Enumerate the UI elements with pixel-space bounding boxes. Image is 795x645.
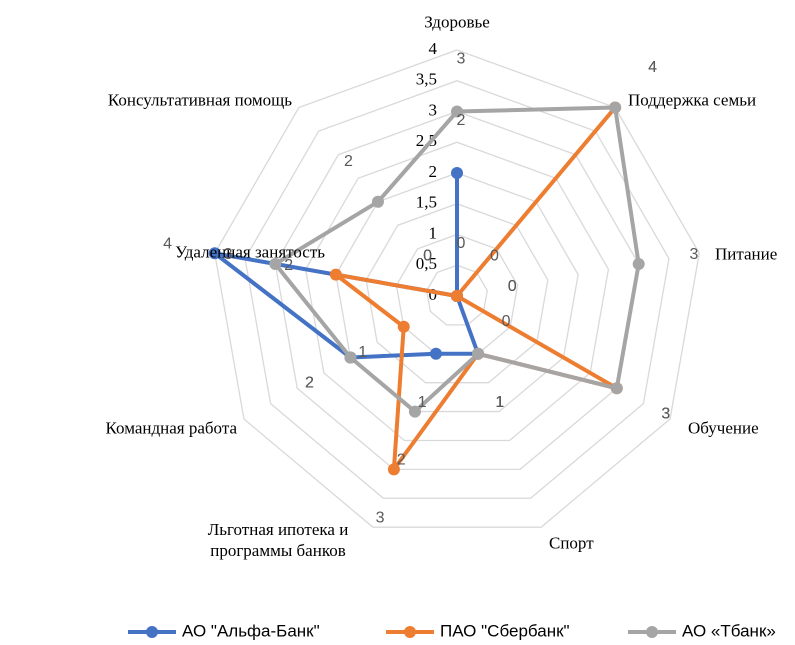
legend-label: АО "Альфа-Банк" <box>182 621 320 640</box>
data-label: 2 <box>284 257 293 274</box>
data-label: 1 <box>358 344 367 361</box>
grid-ring <box>304 141 610 442</box>
data-label: 2 <box>344 153 353 170</box>
series-marker <box>329 268 342 281</box>
category-label: Удаленная занятость <box>175 242 325 262</box>
data-label: 0 <box>508 278 517 295</box>
r-tick-label: 2,5 <box>416 131 437 150</box>
data-label: 0 <box>502 313 511 330</box>
data-label: 3 <box>457 51 466 68</box>
grid-ring <box>244 80 670 499</box>
series-marker <box>609 101 622 114</box>
category-label: Спорт <box>549 533 594 553</box>
series-marker <box>429 347 442 360</box>
data-label: 3 <box>661 405 670 422</box>
data-label: 2 <box>305 375 314 392</box>
series-line <box>273 105 641 414</box>
legend-label: АО «Тбанк» <box>682 621 776 640</box>
legend-marker <box>404 626 416 638</box>
grid-ring <box>274 110 640 471</box>
data-label: 2 <box>397 452 406 469</box>
data-label: 0 <box>490 247 499 264</box>
data-label: 3 <box>661 405 670 422</box>
data-label: 4 <box>163 235 172 252</box>
grid-ring <box>214 49 700 528</box>
data-label: 1 <box>495 394 504 411</box>
grid-ring <box>426 264 488 326</box>
category-label: Поддержка семьи <box>628 90 757 110</box>
category-label: Здоровье <box>424 12 490 32</box>
data-label: 4 <box>648 59 657 76</box>
data-label: 3 <box>376 509 385 526</box>
series-marker <box>208 247 221 260</box>
series-marker <box>451 105 463 118</box>
series-line <box>333 105 619 472</box>
series-marker <box>387 463 400 476</box>
series-line <box>212 171 481 360</box>
category-label: Консультативная помощь <box>107 90 292 110</box>
category-label: Льготная ипотека и программы банков <box>207 520 349 560</box>
category-label: Обучение <box>688 418 759 438</box>
data-label: 2 <box>305 375 314 392</box>
r-tick-label: 0,5 <box>416 254 437 273</box>
series-marker <box>408 405 421 418</box>
data-label: 3 <box>689 246 698 263</box>
r-tick-label: 2 <box>429 162 438 181</box>
legend-label: ПАО "Сбербанк" <box>440 621 570 640</box>
category-label: Командная работа <box>105 418 237 438</box>
series-marker <box>344 351 357 364</box>
r-tick-label: 4 <box>429 39 438 58</box>
grid-ring <box>335 172 579 413</box>
series-marker <box>371 195 384 208</box>
data-label: 2 <box>457 112 466 129</box>
r-tick-label: 1 <box>429 223 438 242</box>
series-marker <box>451 167 463 179</box>
legend-marker <box>146 626 158 638</box>
data-label: 0 <box>508 278 517 295</box>
r-tick-label: 1,5 <box>416 193 437 212</box>
data-label: 0 <box>423 247 432 264</box>
data-label: 1 <box>495 394 504 411</box>
r-tick-label: 0 <box>429 285 438 304</box>
data-label: 1 <box>495 394 504 411</box>
r-tick-label: 3 <box>429 100 438 119</box>
category-label: Питание <box>715 244 778 264</box>
series-marker <box>397 320 410 333</box>
series-marker <box>451 290 463 302</box>
series-marker <box>472 347 485 360</box>
data-label: 4 <box>648 59 657 76</box>
data-label: 0 <box>423 247 432 264</box>
data-label: 3 <box>224 246 233 263</box>
series-marker <box>269 257 282 270</box>
legend-marker <box>646 626 658 638</box>
r-tick-label: 3,5 <box>416 70 437 89</box>
series-marker <box>632 257 645 270</box>
data-label: 1 <box>418 394 427 411</box>
data-label: 0 <box>457 235 466 252</box>
series-marker <box>610 382 623 395</box>
